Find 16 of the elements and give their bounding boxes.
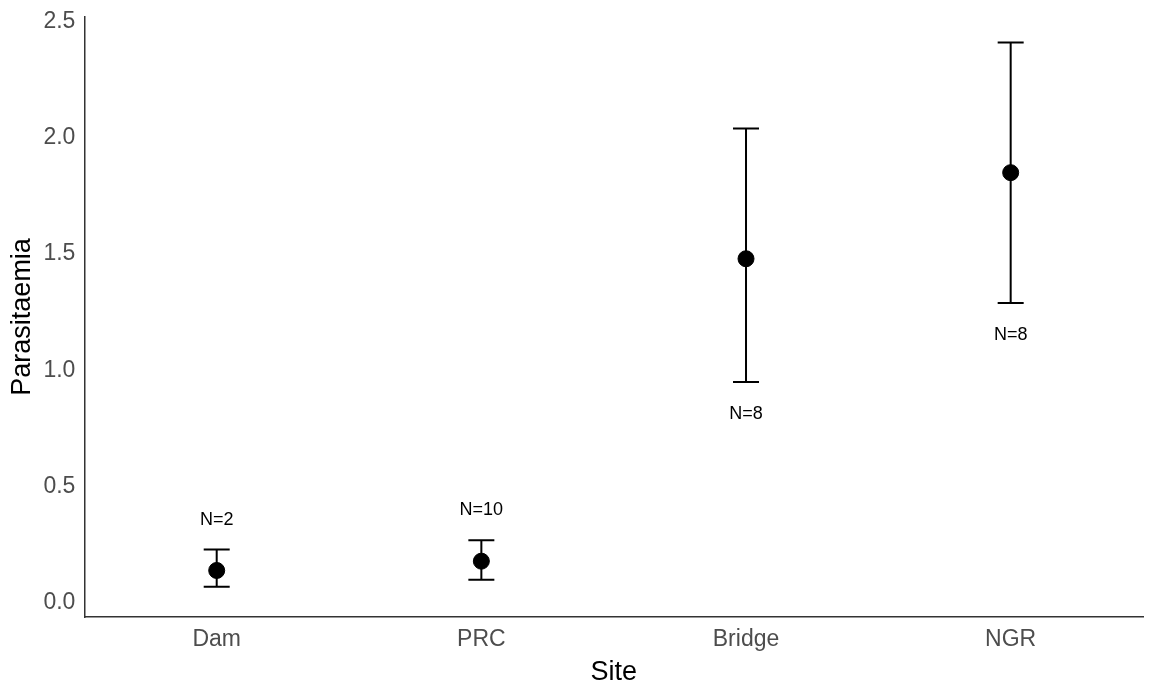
y-tick-label: 1.0 — [43, 355, 76, 382]
annotation: N=8 — [729, 403, 763, 424]
annotation: N=2 — [199, 508, 234, 529]
annotation: N=8 — [993, 323, 1028, 344]
x-axis-title: Site — [590, 656, 637, 687]
x-tick-label: Bridge — [712, 625, 780, 652]
y-tick-label: 0.5 — [43, 472, 76, 499]
x-tick-label: PRC — [457, 625, 506, 652]
y-tick-label: 2.5 — [43, 6, 76, 33]
y-axis-title: Parasitaemia — [5, 237, 36, 396]
y-tick-label: 1.5 — [43, 239, 76, 266]
x-tick-label: NGR — [985, 625, 1037, 652]
y-tick-label: 0.0 — [43, 588, 76, 615]
x-tick-label: Dam — [192, 625, 241, 652]
y-tick-label: 2.0 — [43, 123, 76, 150]
annotation: N=10 — [459, 499, 504, 520]
